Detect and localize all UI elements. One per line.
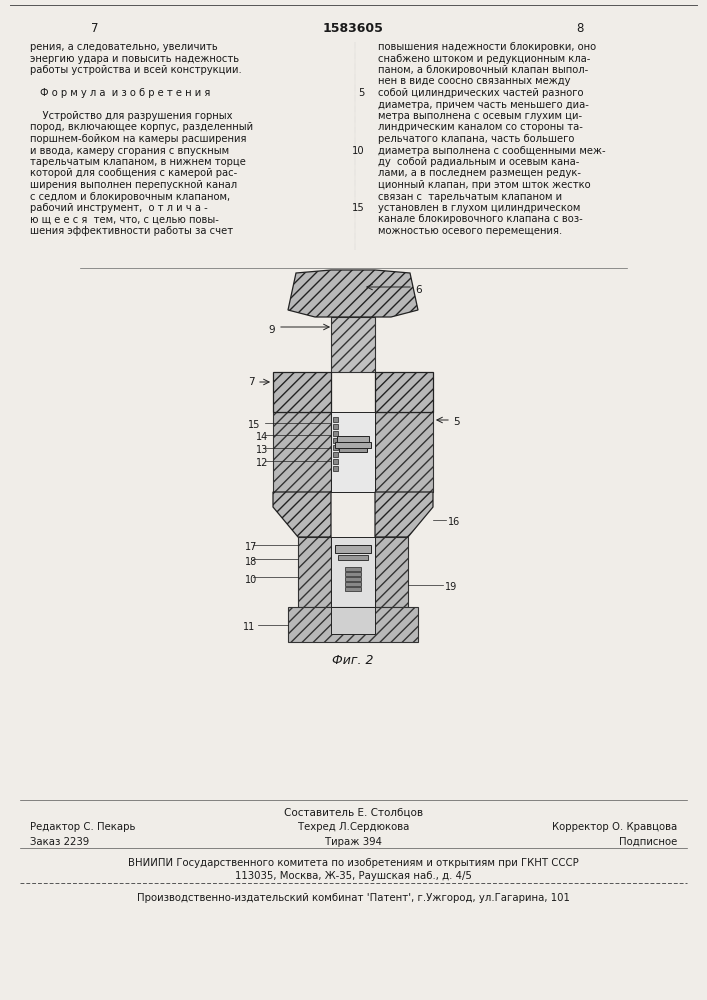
- Polygon shape: [375, 492, 433, 537]
- Bar: [337, 436, 369, 442]
- Text: поршнем-бойком на камеры расширения: поршнем-бойком на камеры расширения: [30, 134, 247, 144]
- Text: работы устройства и всей конструкции.: работы устройства и всей конструкции.: [30, 65, 242, 75]
- Text: Заказ 2239: Заказ 2239: [30, 837, 89, 847]
- Text: установлен в глухом цилиндрическом: установлен в глухом цилиндрическом: [378, 203, 580, 213]
- Text: с седлом и блокировочным клапаном,: с седлом и блокировочным клапаном,: [30, 192, 230, 202]
- Text: 9: 9: [268, 325, 274, 335]
- Text: метра выполнена с осевым глухим ци-: метра выполнена с осевым глухим ци-: [378, 111, 582, 121]
- Text: 113035, Москва, Ж-35, Раушская наб., д. 4/5: 113035, Москва, Ж-35, Раушская наб., д. …: [235, 871, 472, 881]
- Text: ционный клапан, при этом шток жестко: ционный клапан, при этом шток жестко: [378, 180, 590, 190]
- Bar: [333, 445, 338, 450]
- Text: энергию удара и повысить надежность: энергию удара и повысить надежность: [30, 53, 239, 64]
- Bar: [333, 438, 338, 443]
- Text: 7: 7: [248, 377, 255, 387]
- Text: собой цилиндрических частей разного: собой цилиндрических частей разного: [378, 88, 583, 98]
- Polygon shape: [273, 492, 331, 537]
- Text: 12: 12: [256, 458, 269, 468]
- Text: рельчатого клапана, часть большего: рельчатого клапана, часть большего: [378, 134, 574, 144]
- Text: 7: 7: [91, 22, 99, 35]
- Bar: [331, 317, 375, 372]
- Bar: [333, 431, 338, 436]
- Bar: [345, 572, 361, 576]
- Bar: [273, 412, 331, 492]
- Text: линдрическим каналом со стороны та-: линдрическим каналом со стороны та-: [378, 122, 583, 132]
- Text: канале блокировочного клапана с воз-: канале блокировочного клапана с воз-: [378, 215, 583, 225]
- Text: 8: 8: [576, 22, 584, 35]
- Text: 5: 5: [358, 88, 365, 98]
- Text: которой для сообщения с камерой рас-: которой для сообщения с камерой рас-: [30, 168, 238, 178]
- Text: 10: 10: [245, 575, 257, 585]
- Text: повышения надежности блокировки, оно: повышения надежности блокировки, оно: [378, 42, 596, 52]
- Bar: [375, 537, 408, 607]
- Text: 6: 6: [415, 285, 421, 295]
- Text: и ввода, камеру сгорания с впускным: и ввода, камеру сгорания с впускным: [30, 145, 229, 155]
- Text: можностью осевого перемещения.: можностью осевого перемещения.: [378, 226, 562, 236]
- Bar: [335, 545, 371, 553]
- Bar: [298, 537, 331, 607]
- Text: Фиг. 2: Фиг. 2: [332, 654, 374, 667]
- Text: рабочий инструмент,  о т л и ч а -: рабочий инструмент, о т л и ч а -: [30, 203, 208, 213]
- Text: 15: 15: [248, 420, 260, 430]
- Bar: [331, 607, 375, 634]
- Text: Производственно-издательский комбинат 'Патент', г.Ужгород, ул.Гагарина, 101: Производственно-издательский комбинат 'П…: [137, 893, 570, 903]
- Bar: [345, 567, 361, 571]
- Text: 18: 18: [245, 557, 257, 567]
- Text: тарельчатым клапаном, в нижнем торце: тарельчатым клапаном, в нижнем торце: [30, 157, 246, 167]
- Text: Корректор О. Кравцова: Корректор О. Кравцова: [551, 822, 677, 832]
- Text: Устройство для разрушения горных: Устройство для разрушения горных: [30, 111, 233, 121]
- Text: лами, а в последнем размещен редук-: лами, а в последнем размещен редук-: [378, 168, 581, 178]
- Text: 1583605: 1583605: [323, 22, 384, 35]
- Text: 11: 11: [243, 622, 255, 632]
- Bar: [331, 537, 375, 607]
- Text: Ф о р м у л а  и з о б р е т е н и я: Ф о р м у л а и з о б р е т е н и я: [40, 88, 211, 98]
- Bar: [338, 555, 368, 560]
- Text: Редактор С. Пекарь: Редактор С. Пекарь: [30, 822, 135, 832]
- Bar: [339, 448, 367, 452]
- Bar: [345, 582, 361, 586]
- Text: нен в виде соосно связанных между: нен в виде соосно связанных между: [378, 77, 571, 87]
- Bar: [335, 442, 371, 448]
- Bar: [333, 466, 338, 471]
- Text: связан с  тарельчатым клапаном и: связан с тарельчатым клапаном и: [378, 192, 562, 202]
- Text: 19: 19: [445, 582, 457, 592]
- Polygon shape: [375, 372, 433, 412]
- Bar: [333, 417, 338, 422]
- Text: Тираж 394: Тираж 394: [325, 837, 382, 847]
- Bar: [288, 607, 418, 642]
- Text: ширения выполнен перепускной канал: ширения выполнен перепускной канал: [30, 180, 237, 190]
- Text: 15: 15: [352, 203, 365, 213]
- Text: диаметра выполнена с сообщенными меж-: диаметра выполнена с сообщенными меж-: [378, 145, 606, 155]
- Text: 17: 17: [245, 542, 257, 552]
- Bar: [331, 412, 375, 492]
- Text: ду  собой радиальным и осевым кана-: ду собой радиальным и осевым кана-: [378, 157, 579, 167]
- Text: пород, включающее корпус, разделенный: пород, включающее корпус, разделенный: [30, 122, 253, 132]
- Text: паном, а блокировочный клапан выпол-: паном, а блокировочный клапан выпол-: [378, 65, 588, 75]
- Text: 5: 5: [453, 417, 460, 427]
- Text: 14: 14: [256, 432, 268, 442]
- Text: рения, а следовательно, увеличить: рения, а следовательно, увеличить: [30, 42, 218, 52]
- Text: ю щ е е с я  тем, что, с целью повы-: ю щ е е с я тем, что, с целью повы-: [30, 215, 219, 225]
- Text: Подписное: Подписное: [619, 837, 677, 847]
- Text: диаметра, причем часть меньшего диа-: диаметра, причем часть меньшего диа-: [378, 100, 589, 109]
- Bar: [345, 587, 361, 591]
- Bar: [333, 452, 338, 457]
- Text: 13: 13: [256, 445, 268, 455]
- Text: 16: 16: [448, 517, 460, 527]
- Text: Техред Л.Сердюкова: Техред Л.Сердюкова: [298, 822, 409, 832]
- Text: Составитель Е. Столбцов: Составитель Е. Столбцов: [284, 808, 423, 818]
- Text: шения эффективности работы за счет: шения эффективности работы за счет: [30, 226, 233, 236]
- Polygon shape: [273, 372, 331, 412]
- Bar: [345, 577, 361, 581]
- Text: 10: 10: [352, 145, 365, 155]
- Bar: [333, 424, 338, 429]
- Bar: [60, 265, 647, 770]
- Bar: [333, 459, 338, 464]
- Text: снабжено штоком и редукционным кла-: снабжено штоком и редукционным кла-: [378, 53, 590, 64]
- Bar: [375, 412, 433, 492]
- Polygon shape: [288, 270, 418, 317]
- Text: ВНИИПИ Государственного комитета по изобретениям и открытиям при ГКНТ СССР: ВНИИПИ Государственного комитета по изоб…: [128, 858, 579, 868]
